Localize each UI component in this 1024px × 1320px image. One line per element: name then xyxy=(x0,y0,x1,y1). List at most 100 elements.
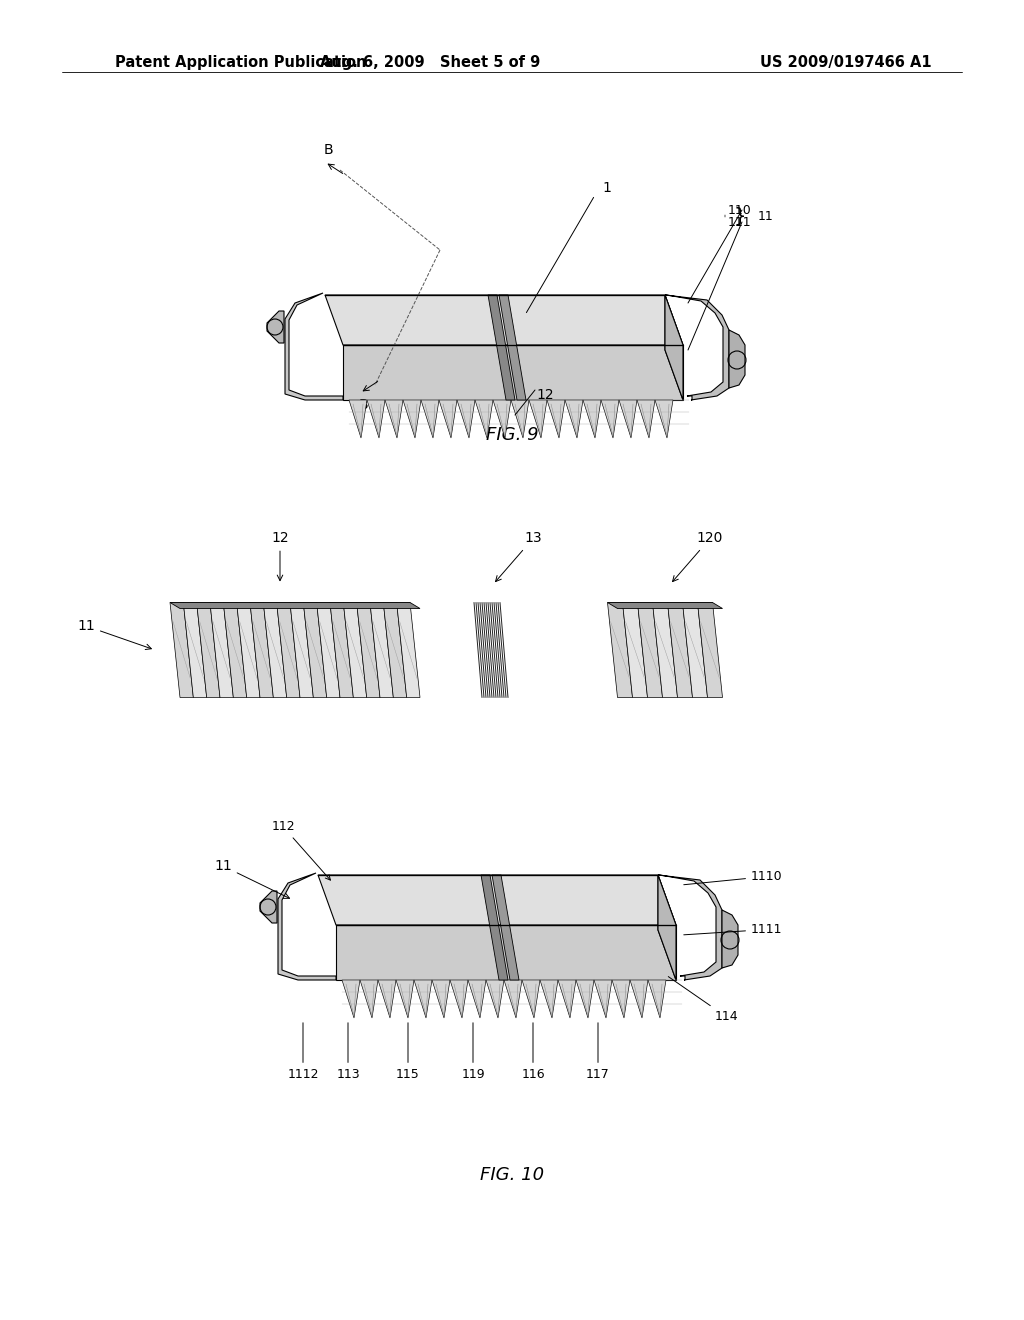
Polygon shape xyxy=(183,602,207,697)
Text: 120: 120 xyxy=(673,532,723,582)
Polygon shape xyxy=(276,602,300,697)
Text: US 2009/0197466 A1: US 2009/0197466 A1 xyxy=(760,54,932,70)
Polygon shape xyxy=(303,602,327,697)
Polygon shape xyxy=(697,602,723,697)
Text: FIG. 10: FIG. 10 xyxy=(480,1166,544,1184)
Polygon shape xyxy=(450,979,468,1018)
Polygon shape xyxy=(638,602,663,697)
Polygon shape xyxy=(607,602,723,609)
Polygon shape xyxy=(197,602,220,697)
Polygon shape xyxy=(594,979,612,1018)
Polygon shape xyxy=(343,345,683,400)
Polygon shape xyxy=(237,602,260,697)
Polygon shape xyxy=(630,979,648,1018)
Text: 12: 12 xyxy=(537,388,554,403)
Polygon shape xyxy=(432,979,450,1018)
Polygon shape xyxy=(658,875,676,979)
Polygon shape xyxy=(421,400,439,438)
Polygon shape xyxy=(316,602,340,697)
Polygon shape xyxy=(468,979,486,1018)
Text: 13: 13 xyxy=(496,532,542,582)
Text: 114: 114 xyxy=(669,977,738,1023)
Polygon shape xyxy=(403,400,421,438)
Polygon shape xyxy=(278,873,336,979)
Polygon shape xyxy=(488,294,515,400)
Polygon shape xyxy=(360,979,378,1018)
Polygon shape xyxy=(601,400,618,438)
Polygon shape xyxy=(618,400,637,438)
Polygon shape xyxy=(558,979,575,1018)
Polygon shape xyxy=(475,400,493,438)
Polygon shape xyxy=(729,330,745,388)
Polygon shape xyxy=(439,400,457,438)
Polygon shape xyxy=(342,979,360,1018)
Polygon shape xyxy=(583,400,601,438)
Text: 1111: 1111 xyxy=(684,923,782,936)
Polygon shape xyxy=(385,400,403,438)
Polygon shape xyxy=(349,400,367,438)
Polygon shape xyxy=(665,294,729,400)
Polygon shape xyxy=(290,602,313,697)
Text: 111: 111 xyxy=(728,215,752,228)
Text: 1: 1 xyxy=(602,181,611,195)
Polygon shape xyxy=(665,294,683,400)
Polygon shape xyxy=(540,979,558,1018)
Polygon shape xyxy=(612,979,630,1018)
Text: 113: 113 xyxy=(336,1023,359,1081)
Text: 110: 110 xyxy=(728,203,752,216)
Polygon shape xyxy=(330,602,353,697)
Text: 11: 11 xyxy=(758,210,774,223)
Polygon shape xyxy=(170,602,194,697)
Polygon shape xyxy=(575,979,594,1018)
Polygon shape xyxy=(522,979,540,1018)
Polygon shape xyxy=(356,602,380,697)
Polygon shape xyxy=(325,294,683,345)
Polygon shape xyxy=(492,875,519,979)
Polygon shape xyxy=(658,875,722,979)
Text: 116: 116 xyxy=(521,1023,545,1081)
Polygon shape xyxy=(655,400,673,438)
Text: 11: 11 xyxy=(214,859,290,899)
Polygon shape xyxy=(260,891,278,923)
Polygon shape xyxy=(250,602,273,697)
Text: 11: 11 xyxy=(77,619,152,649)
Polygon shape xyxy=(383,602,407,697)
Text: 12: 12 xyxy=(271,532,289,581)
Polygon shape xyxy=(263,602,287,697)
Polygon shape xyxy=(547,400,565,438)
Polygon shape xyxy=(565,400,583,438)
Text: Patent Application Publication: Patent Application Publication xyxy=(115,54,367,70)
Polygon shape xyxy=(511,400,529,438)
Polygon shape xyxy=(414,979,432,1018)
Polygon shape xyxy=(493,400,511,438)
Text: 119: 119 xyxy=(461,1023,484,1081)
Polygon shape xyxy=(486,979,504,1018)
Polygon shape xyxy=(683,602,708,697)
Polygon shape xyxy=(504,979,522,1018)
Text: 115: 115 xyxy=(396,1023,420,1081)
Text: 112: 112 xyxy=(271,820,331,880)
Text: 1112: 1112 xyxy=(288,1023,318,1081)
Polygon shape xyxy=(665,294,683,400)
Text: 117: 117 xyxy=(586,1023,610,1081)
Text: Aug. 6, 2009   Sheet 5 of 9: Aug. 6, 2009 Sheet 5 of 9 xyxy=(319,54,540,70)
Polygon shape xyxy=(648,979,666,1018)
Polygon shape xyxy=(336,925,676,979)
Text: B: B xyxy=(358,399,368,412)
Polygon shape xyxy=(637,400,655,438)
Text: 1110: 1110 xyxy=(684,870,782,884)
Polygon shape xyxy=(367,400,385,438)
Polygon shape xyxy=(343,602,367,697)
Polygon shape xyxy=(285,293,343,400)
Polygon shape xyxy=(529,400,547,438)
Polygon shape xyxy=(658,875,676,979)
Polygon shape xyxy=(481,875,508,979)
Text: B: B xyxy=(324,143,333,157)
Polygon shape xyxy=(210,602,233,697)
Polygon shape xyxy=(170,602,420,609)
Polygon shape xyxy=(378,979,396,1018)
Text: FIG. 9: FIG. 9 xyxy=(485,426,539,444)
Polygon shape xyxy=(652,602,678,697)
Polygon shape xyxy=(722,909,738,968)
Polygon shape xyxy=(396,602,420,697)
